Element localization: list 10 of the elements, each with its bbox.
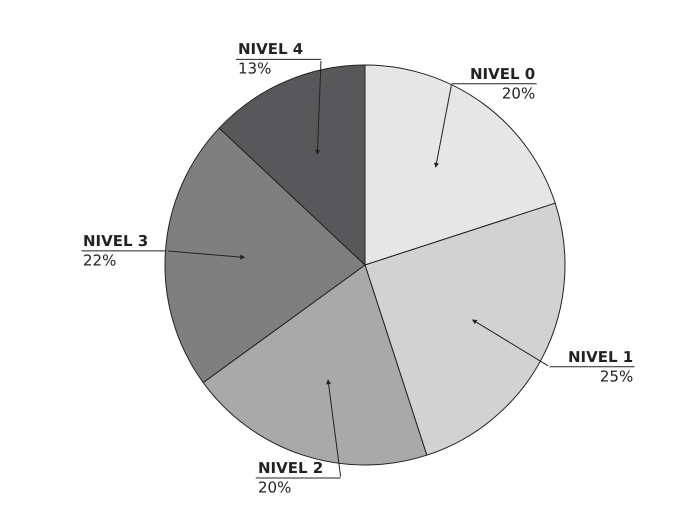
data-label: 22% [83, 252, 116, 270]
slice-label: NIVEL 1 [568, 348, 634, 366]
data-label: 20% [258, 478, 292, 496]
slice-label: NIVEL 3 [83, 232, 148, 250]
slice-label: NIVEL 0 [470, 65, 536, 83]
data-label: 13% [238, 60, 272, 78]
data-label: 20% [502, 84, 536, 102]
slice-label: NIVEL 4 [238, 40, 304, 58]
slice-label: NIVEL 2 [258, 459, 324, 477]
data-label: 25% [600, 368, 634, 386]
